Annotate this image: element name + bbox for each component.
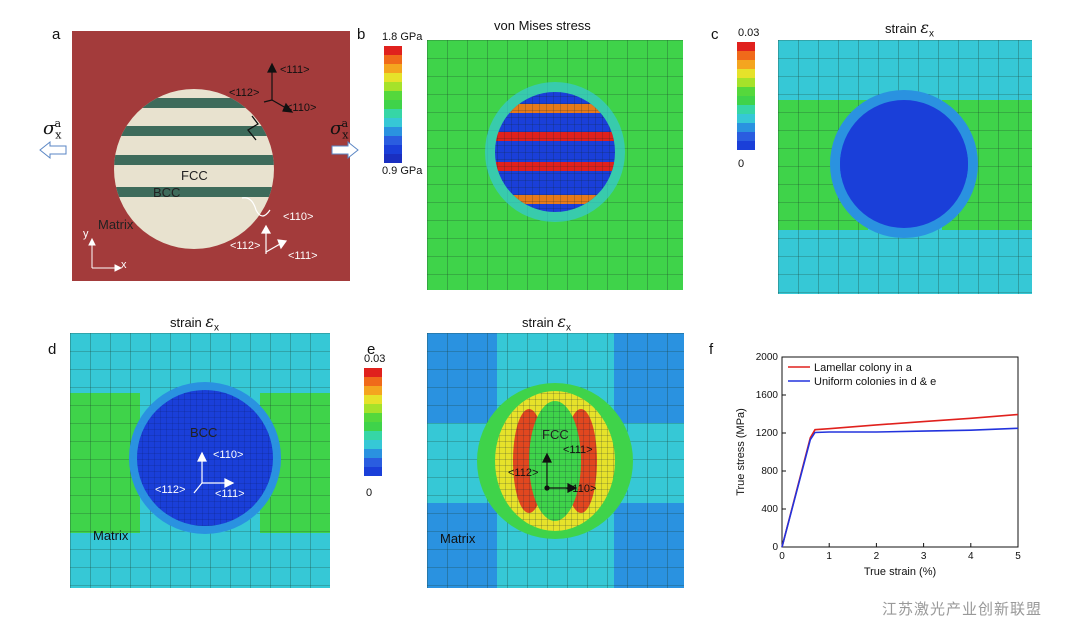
panel-d-title: strain εx <box>170 312 220 334</box>
legend-label-1: Lamellar colony in a <box>814 362 913 374</box>
panel-c-title: strain εx <box>885 18 935 40</box>
plot-frame <box>781 356 1019 548</box>
x-tick-label: 2 <box>874 551 880 562</box>
x-tick-label: 3 <box>921 551 927 562</box>
panel-e-dir-111: <111> <box>563 444 593 456</box>
panel-d-dir-112: <112> <box>155 484 186 496</box>
panel-e-fcc: FCC <box>542 427 569 442</box>
panel-a-label: a <box>52 26 61 43</box>
y-tick-label: 400 <box>761 504 778 515</box>
panel-b-fe-map <box>427 40 683 290</box>
dir-110-top: <110> <box>286 102 317 114</box>
y-tick-label: 2000 <box>756 352 779 363</box>
colorbar-b <box>384 46 402 163</box>
panel-f-label: f <box>709 341 714 358</box>
y-axis-label: True stress (MPa) <box>735 408 747 496</box>
panel-e-fe-map <box>427 333 684 588</box>
colorbar-c-min: 0 <box>738 158 745 170</box>
panel-e-label: e <box>367 341 376 358</box>
panel-d-matrix: Matrix <box>93 528 129 543</box>
panel-c-label: c <box>711 26 719 43</box>
panel-b-title: von Mises stress <box>494 18 591 33</box>
y-tick-label: 800 <box>761 466 778 477</box>
colorbar-e-max: 0.03 <box>364 353 386 365</box>
colorbar-e <box>364 368 382 476</box>
colorbar-c-max: 0.03 <box>738 27 760 39</box>
dir-110-bottom: <110> <box>283 211 314 223</box>
watermark: 江苏激光产业创新联盟 <box>882 600 1043 618</box>
panel-c-fe-map <box>778 40 1032 294</box>
panel-e-dir-112: <112> <box>508 467 539 479</box>
fcc-label: FCC <box>181 168 208 183</box>
panel-a-schematic <box>39 31 359 281</box>
panel-e-title: strain εx <box>522 312 572 334</box>
stress-strain-chart: 0 1 2 3 4 5 0 400 800 1200 1600 2000 True strain (%)… <box>735 352 1021 578</box>
colorbar-b-max: 1.8 GPa <box>382 31 423 43</box>
colorbar-b-min: 0.9 GPa <box>382 165 423 177</box>
x-axis-label: True strain (%) <box>864 566 936 578</box>
sigma-right: σxa <box>330 117 349 142</box>
axis-y-label: y <box>83 228 89 240</box>
panel-e-dir-110: <110> <box>566 483 597 495</box>
panel-d-label: d <box>48 341 57 358</box>
legend-label-2: Uniform colonies in d & e <box>814 376 936 388</box>
dir-112-top: <112> <box>229 87 260 99</box>
dir-112-bottom: <112> <box>230 240 261 252</box>
matrix-label: Matrix <box>98 217 134 232</box>
x-tick-label: 0 <box>779 551 785 562</box>
bcc-label: BCC <box>153 185 181 200</box>
series-line-2 <box>781 427 1019 548</box>
y-tick-label: 1200 <box>756 428 779 439</box>
sigma-left: σxa <box>43 117 62 142</box>
dir-111-top: <111> <box>280 64 310 76</box>
panel-d-fe-map <box>70 333 330 588</box>
series-line-1 <box>781 413 1019 548</box>
y-tick-label: 1600 <box>756 390 779 401</box>
panel-d-bcc: BCC <box>190 425 218 440</box>
x-tick-label: 4 <box>968 551 974 562</box>
panel-e-matrix: Matrix <box>440 531 476 546</box>
panel-d-dir-110: <110> <box>213 449 244 461</box>
y-tick-label: 0 <box>772 542 778 553</box>
x-tick-label: 5 <box>1015 551 1021 562</box>
colorbar-e-min: 0 <box>366 487 373 499</box>
x-tick-label: 1 <box>826 551 832 562</box>
panel-d-dir-111: <111> <box>215 488 245 500</box>
axis-x-label: x <box>121 259 127 271</box>
colorbar-c <box>737 42 755 150</box>
dir-111-bottom: <111> <box>288 250 318 262</box>
panel-b-label: b <box>357 26 366 43</box>
